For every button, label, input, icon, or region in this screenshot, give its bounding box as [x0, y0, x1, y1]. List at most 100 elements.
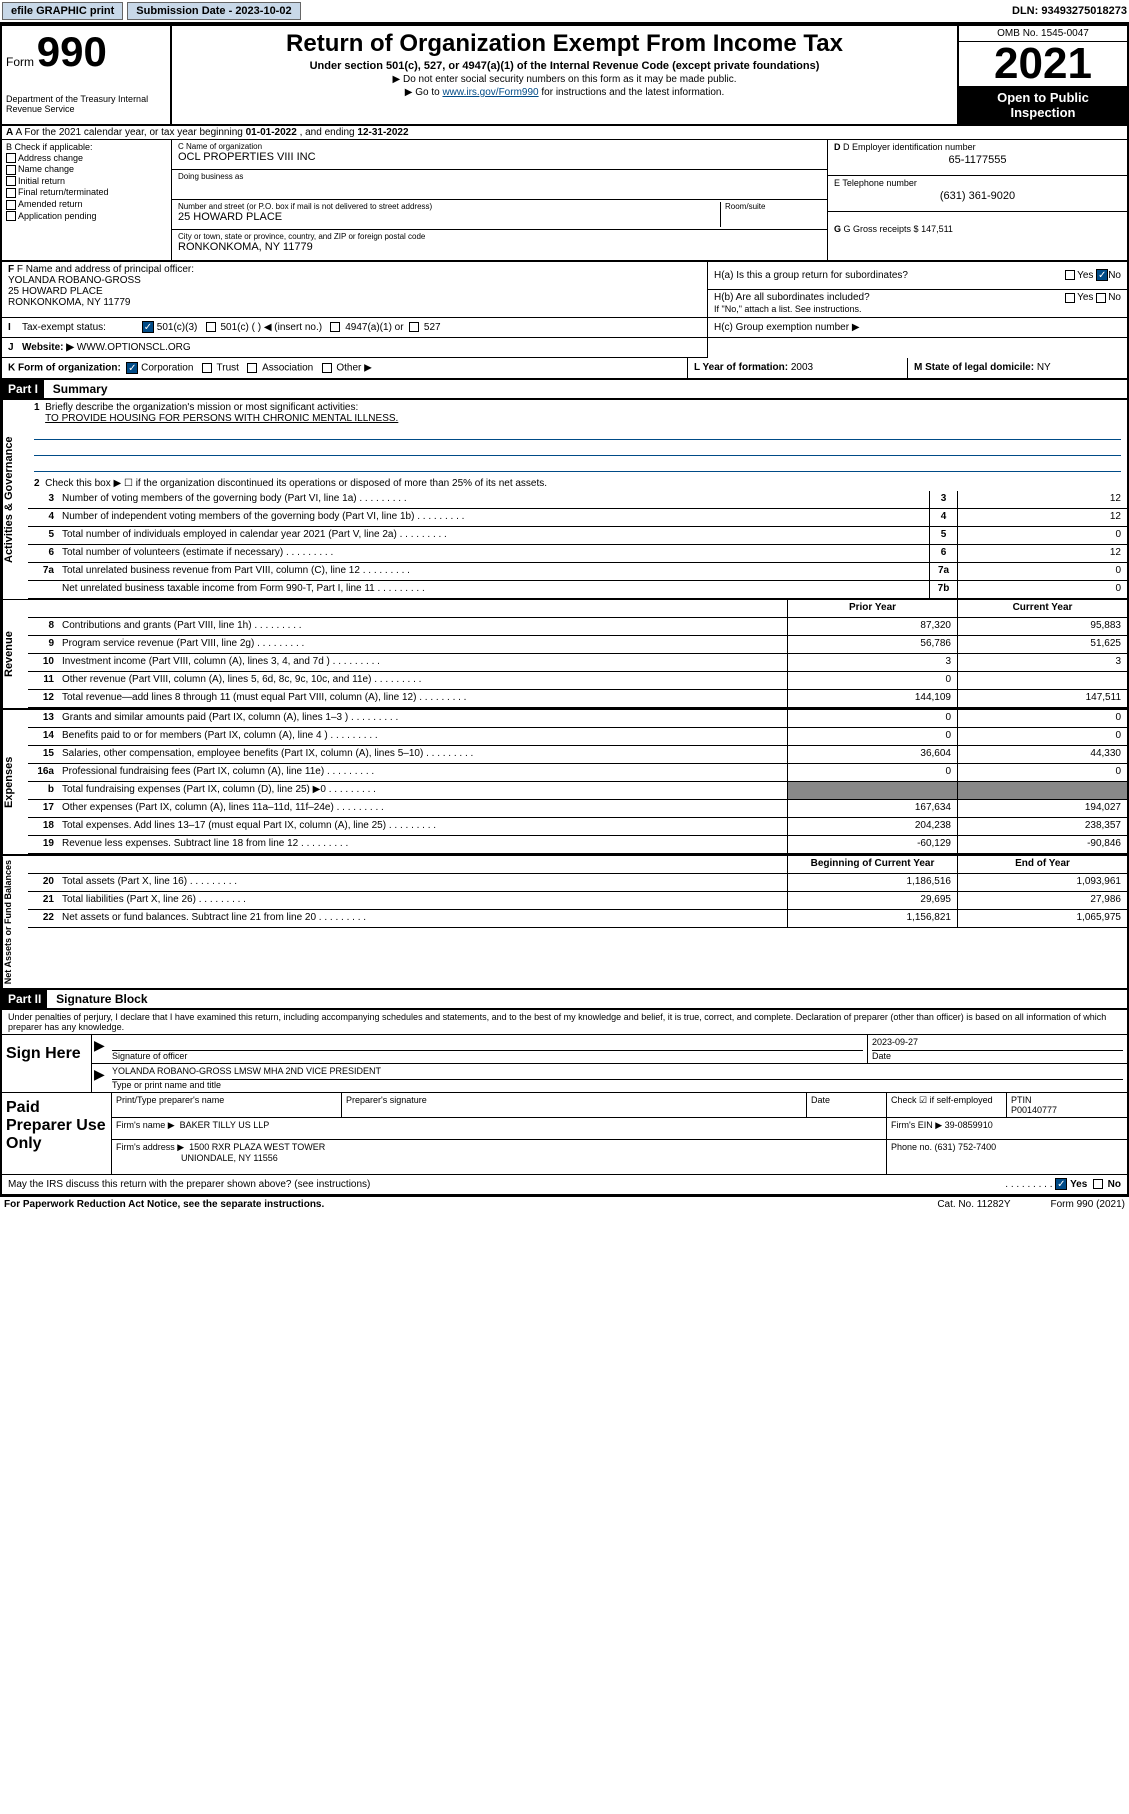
paid-preparer-label: Paid Preparer Use Only	[2, 1093, 112, 1174]
addr-value: 25 HOWARD PLACE	[178, 211, 716, 223]
sig-officer-label: Signature of officer	[112, 1051, 187, 1061]
hb-no-chk[interactable]	[1096, 293, 1106, 303]
form-title: Return of Organization Exempt From Incom…	[178, 30, 951, 58]
summary-revenue: Revenue Prior Year Current Year 8 Contri…	[0, 599, 1129, 710]
part-ii-header-row: Part II Signature Block	[0, 990, 1129, 1010]
eoy-hdr: End of Year	[957, 856, 1127, 873]
hb-label: H(b) Are all subordinates included?	[714, 292, 1065, 303]
tax-year: 2021	[959, 42, 1127, 86]
footer-paperwork: For Paperwork Reduction Act Notice, see …	[4, 1199, 324, 1210]
part-i-title: Summary	[47, 380, 114, 398]
discuss-no-chk[interactable]	[1093, 1179, 1103, 1189]
col-d-ein-tel: D D Employer identification number 65-11…	[827, 140, 1127, 260]
summary-line: 16a Professional fundraising fees (Part …	[28, 764, 1127, 782]
suite-label: Room/suite	[725, 202, 821, 211]
chk-initial-return[interactable]: Initial return	[6, 176, 167, 187]
efile-button[interactable]: efile GRAPHIC print	[2, 2, 123, 20]
page-footer: For Paperwork Reduction Act Notice, see …	[0, 1196, 1129, 1212]
summary-line: 5 Total number of individuals employed i…	[28, 527, 1127, 545]
chk-other[interactable]	[322, 363, 332, 373]
part-i-header-row: Part I Summary	[0, 380, 1129, 400]
rowi-label: Tax-exempt status:	[22, 322, 142, 333]
rowa-pre: A For the 2021 calendar year, or tax yea…	[15, 127, 245, 138]
paid-preparer-grid: Paid Preparer Use Only Print/Type prepar…	[2, 1092, 1127, 1174]
tel-value: (631) 361-9020	[834, 190, 1121, 202]
form-number: 990	[37, 28, 107, 75]
chk-final-return[interactable]: Final return/terminated	[6, 187, 167, 198]
rowa-mid: , and ending	[300, 127, 358, 138]
ha-label: H(a) Is this a group return for subordin…	[714, 270, 1065, 281]
vtab-revenue: Revenue	[2, 600, 28, 708]
open-public-badge: Open to Public Inspection	[959, 86, 1127, 124]
city-label: City or town, state or province, country…	[178, 232, 821, 241]
summary-line: 12 Total revenue—add lines 8 through 11 …	[28, 690, 1127, 708]
col-b-checkboxes: B Check if applicable: Address change Na…	[2, 140, 172, 260]
form-subtitle: Under section 501(c), 527, or 4947(a)(1)…	[178, 60, 951, 72]
net-header-row: Beginning of Current Year End of Year	[28, 856, 1127, 874]
chk-4947[interactable]	[330, 322, 340, 332]
chk-527[interactable]	[409, 322, 419, 332]
ha-no-chk-icon: ✓	[1096, 269, 1108, 281]
sign-here-label: Sign Here	[2, 1035, 92, 1092]
footer-catno: Cat. No. 11282Y	[937, 1199, 1010, 1210]
website-label: Website: ▶	[22, 342, 74, 353]
ha-yes-chk[interactable]	[1065, 270, 1075, 280]
tel-row: E Telephone number (631) 361-9020	[828, 176, 1127, 212]
line2-text: Check this box ▶ ☐ if the organization d…	[45, 478, 547, 489]
firm-name-lbl: Firm's name ▶	[116, 1120, 175, 1130]
chk-trust[interactable]	[202, 363, 212, 373]
ein-row: D D Employer identification number 65-11…	[828, 140, 1127, 176]
pp-ptin-lbl: PTIN	[1011, 1095, 1032, 1105]
chk-address-change[interactable]: Address change	[6, 153, 167, 164]
chk-application-pending[interactable]: Application pending	[6, 211, 167, 222]
form-year-box: OMB No. 1545-0047 2021 Open to Public In…	[957, 26, 1127, 124]
boy-hdr: Beginning of Current Year	[787, 856, 957, 873]
sig-name-label: Type or print name and title	[112, 1080, 221, 1090]
dept-label: Department of the Treasury Internal Reve…	[6, 94, 166, 114]
row-i-tax-status: I Tax-exempt status: ✓ 501(c)(3) 501(c) …	[2, 318, 707, 338]
address-row: Number and street (or P.O. box if mail i…	[172, 200, 827, 230]
firm-addr1-val: 1500 RXR PLAZA WEST TOWER	[189, 1142, 325, 1152]
chk-501c[interactable]	[206, 322, 216, 332]
firm-ein-lbl: Firm's EIN ▶	[891, 1120, 942, 1130]
summary-net-assets: Net Assets or Fund Balances Beginning of…	[0, 856, 1129, 990]
sig-name-value: YOLANDA ROBANO-GROSS LMSW MHA 2ND VICE P…	[112, 1066, 1123, 1080]
irs-link[interactable]: www.irs.gov/Form990	[442, 87, 538, 98]
block-bcd: B Check if applicable: Address change Na…	[0, 140, 1129, 262]
tel-label: E Telephone number	[834, 178, 1121, 188]
pp-ptin-val: P00140777	[1011, 1105, 1057, 1115]
summary-line: 21 Total liabilities (Part X, line 26) 2…	[28, 892, 1127, 910]
rowl-label: L Year of formation:	[694, 362, 791, 373]
sig-officer-row: ▶ Signature of officer 2023-09-27 Date	[92, 1035, 1127, 1064]
ein-value: 65-1177555	[834, 154, 1121, 166]
vtab-expenses: Expenses	[2, 710, 28, 854]
chk-assoc[interactable]	[247, 363, 257, 373]
opt-527: 527	[424, 322, 441, 333]
submission-date-button[interactable]: Submission Date - 2023-10-02	[127, 2, 300, 20]
vtab-governance: Activities & Governance	[2, 400, 28, 599]
rowf-label: F Name and address of principal officer:	[17, 264, 194, 275]
pp-date-lbl: Date	[807, 1093, 887, 1117]
dba-row: Doing business as	[172, 170, 827, 200]
gross-label: G Gross receipts $	[844, 224, 922, 234]
summary-line: 15 Salaries, other compensation, employe…	[28, 746, 1127, 764]
hb-yes-chk[interactable]	[1065, 293, 1075, 303]
row-f-officer: F F Name and address of principal office…	[2, 262, 707, 318]
chk-amended-return[interactable]: Amended return	[6, 199, 167, 210]
gross-value: 147,511	[921, 224, 953, 234]
summary-line: b Total fundraising expenses (Part IX, c…	[28, 782, 1127, 800]
officer-name: YOLANDA ROBANO-GROSS	[8, 275, 141, 286]
firm-addr2-val: UNIONDALE, NY 11556	[181, 1153, 278, 1163]
curr-year-hdr: Current Year	[957, 600, 1127, 617]
opt-501c3: 501(c)(3)	[157, 322, 198, 333]
hb-no: No	[1108, 292, 1121, 303]
rowm-label: M State of legal domicile:	[914, 362, 1037, 373]
firm-addr-lbl: Firm's address ▶	[116, 1142, 184, 1152]
sign-here-grid: Sign Here ▶ Signature of officer 2023-09…	[2, 1034, 1127, 1092]
hb-note: If "No," attach a list. See instructions…	[714, 304, 1121, 314]
discuss-yes-icon: ✓	[1055, 1178, 1067, 1190]
chk-name-change[interactable]: Name change	[6, 164, 167, 175]
summary-expenses: Expenses 13 Grants and similar amounts p…	[0, 710, 1129, 856]
row-j-website: J Website: ▶ WWW.OPTIONSCL.ORG	[2, 338, 707, 358]
firm-name-val: BAKER TILLY US LLP	[180, 1120, 270, 1130]
